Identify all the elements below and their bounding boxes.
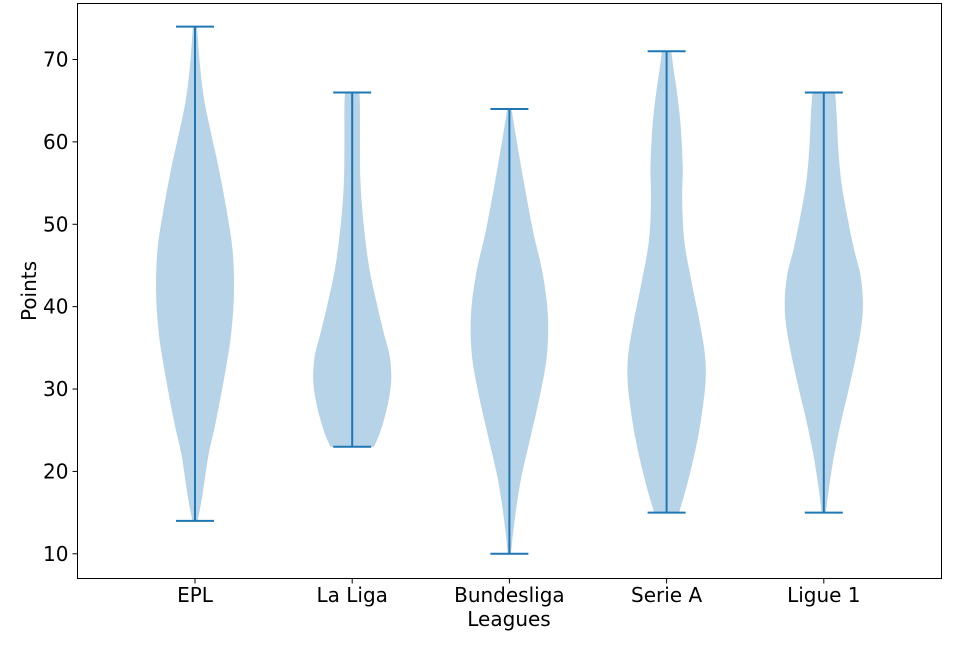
x-tick-label: La Liga [316, 583, 387, 607]
violin-serie-a [627, 50, 706, 514]
x-axis-title: Leagues [467, 607, 550, 631]
violin-ligue-1 [784, 91, 863, 514]
x-tick-label: EPL [177, 583, 214, 607]
violin-epl [155, 25, 235, 522]
violin-series-group [155, 25, 863, 555]
y-tick-label: 50 [43, 212, 68, 236]
x-tick-label: Ligue 1 [787, 583, 860, 607]
x-axis-ticks: EPL La Liga Bundesliga Serie A Ligue 1 [177, 578, 861, 607]
plot-frame [77, 3, 942, 579]
violin-bundesliga [470, 107, 549, 555]
y-tick-label: 70 [43, 48, 68, 72]
violin-la-liga [313, 91, 392, 448]
y-tick-label: 40 [43, 295, 68, 319]
y-tick-label: 60 [43, 130, 68, 154]
x-tick-label: Bundesliga [454, 583, 565, 607]
y-axis-title: Points [17, 261, 41, 321]
x-tick-label: Serie A [631, 583, 702, 607]
y-tick-label: 20 [43, 459, 68, 483]
y-tick-label: 10 [43, 542, 68, 566]
y-tick-label: 30 [43, 377, 68, 401]
y-axis-ticks: 10 20 30 40 50 60 70 [43, 48, 78, 566]
